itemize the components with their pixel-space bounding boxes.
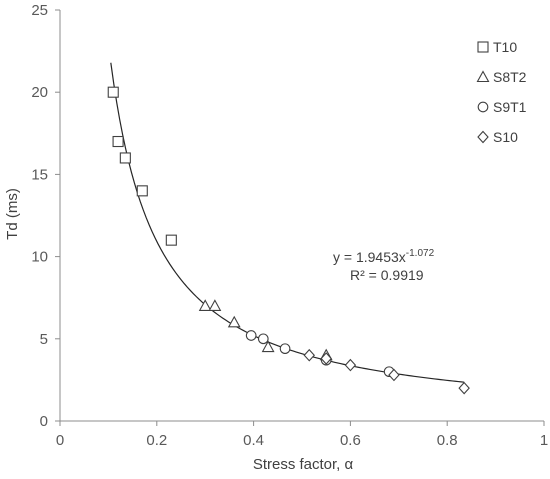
y-tick-label: 0 xyxy=(40,413,48,430)
y-tick-label: 15 xyxy=(31,166,48,183)
data-point-t10 xyxy=(165,234,177,246)
power-trendline xyxy=(110,62,465,383)
data-point-t10 xyxy=(112,135,124,148)
data-point-t10 xyxy=(136,185,148,197)
x-tick-label: 1 xyxy=(540,432,548,449)
x-tick-label: 0.2 xyxy=(146,432,167,449)
legend-marker-s10 xyxy=(477,130,489,144)
data-points xyxy=(107,86,470,395)
data-point-t10 xyxy=(119,152,131,164)
y-axis-title: Td (ms) xyxy=(4,188,21,240)
y-tick-label: 5 xyxy=(40,331,48,348)
legend-label-t10: T10 xyxy=(493,39,517,55)
y-axis-ticks: 0 5 10 15 20 25 xyxy=(31,2,60,430)
data-point-s9t1 xyxy=(257,333,269,345)
data-point-s9t1 xyxy=(245,330,257,341)
y-tick-label: 25 xyxy=(31,2,48,19)
data-point-s9t1 xyxy=(279,343,291,355)
legend-marker-t10 xyxy=(477,41,489,53)
data-point-s10 xyxy=(458,381,470,395)
data-point-s10 xyxy=(388,368,400,382)
data-point-s10 xyxy=(344,358,357,372)
trendline-r-squared: R² = 0.9919 xyxy=(350,267,424,283)
x-tick-label: 0 xyxy=(56,432,64,449)
data-point-s8t2 xyxy=(198,299,212,311)
legend: T10 S8T2 S9T1 S10 xyxy=(476,39,527,145)
legend-label-s8t2: S8T2 xyxy=(493,69,527,85)
x-tick-label: 0.4 xyxy=(243,432,264,449)
data-point-t10 xyxy=(107,86,119,98)
x-axis-title: Stress factor, α xyxy=(253,456,354,473)
x-tick-label: 0.8 xyxy=(437,432,458,449)
y-tick-label: 20 xyxy=(31,84,48,101)
x-axis-ticks: 0 0.2 0.4 0.6 0.8 1 xyxy=(56,421,548,449)
x-tick-label: 0.6 xyxy=(340,432,361,449)
legend-label-s9t1: S9T1 xyxy=(493,99,527,115)
data-point-s8t2 xyxy=(227,315,241,328)
legend-label-s10: S10 xyxy=(493,129,518,145)
data-point-s10 xyxy=(320,352,332,365)
axes xyxy=(59,10,544,422)
legend-marker-s9t1 xyxy=(477,101,489,113)
legend-marker-s8t2 xyxy=(476,70,490,83)
data-point-s8t2 xyxy=(261,340,275,353)
y-tick-label: 10 xyxy=(31,249,48,266)
data-point-s10 xyxy=(303,348,316,362)
data-point-s8t2 xyxy=(208,299,222,311)
trendline-equation: y = 1.9453x-1.072 xyxy=(333,248,435,265)
